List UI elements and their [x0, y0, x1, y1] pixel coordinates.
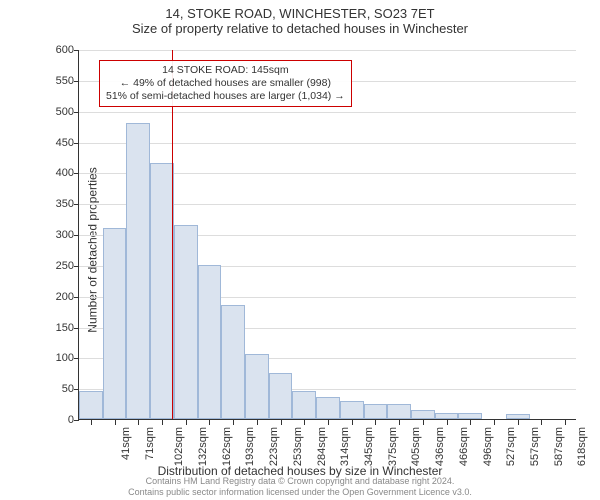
annotation-box: 14 STOKE ROAD: 145sqm← 49% of detached h… — [99, 60, 352, 107]
histogram-bar — [126, 123, 150, 419]
plot-area: 41sqm71sqm102sqm132sqm162sqm193sqm223sqm… — [78, 50, 576, 420]
histogram-bar — [245, 354, 269, 419]
y-tick-label: 200 — [4, 291, 74, 303]
x-tick-label: 345sqm — [363, 427, 375, 466]
y-tick-label: 250 — [4, 260, 74, 272]
gridline — [79, 50, 576, 51]
annotation-line3: 51% of semi-detached houses are larger (… — [106, 90, 345, 103]
y-tick-label: 150 — [4, 322, 74, 334]
y-tick-label: 600 — [4, 44, 74, 56]
histogram-bar — [198, 265, 222, 419]
y-tick-label: 100 — [4, 352, 74, 364]
x-tick-label: 618sqm — [577, 427, 589, 466]
histogram-bar — [174, 225, 198, 419]
attribution-line2: Contains public sector information licen… — [0, 487, 600, 498]
attribution: Contains HM Land Registry data © Crown c… — [0, 476, 600, 498]
x-tick-label: 223sqm — [268, 427, 280, 466]
x-tick-label: 527sqm — [505, 427, 517, 466]
histogram-bar — [292, 391, 316, 419]
annotation-line2: ← 49% of detached houses are smaller (99… — [106, 77, 345, 90]
title-block: 14, STOKE ROAD, WINCHESTER, SO23 7ET Siz… — [0, 6, 600, 36]
x-tick-label: 41sqm — [120, 427, 132, 460]
chart-title-subtitle: Size of property relative to detached ho… — [0, 21, 600, 36]
gridline — [79, 112, 576, 113]
y-tick-label: 50 — [4, 383, 74, 395]
x-tick-label: 193sqm — [245, 427, 257, 466]
x-tick-label: 375sqm — [387, 427, 399, 466]
histogram-bar — [387, 404, 411, 419]
y-tick-label: 300 — [4, 229, 74, 241]
gridline — [79, 143, 576, 144]
x-tick-label: 496sqm — [482, 427, 494, 466]
x-tick-label: 314sqm — [339, 427, 351, 466]
x-tick-label: 102sqm — [173, 427, 185, 466]
histogram-bar — [506, 414, 530, 419]
histogram-bar — [340, 401, 364, 420]
histogram-bar — [411, 410, 435, 419]
y-tick-label: 350 — [4, 198, 74, 210]
histogram-bar — [364, 404, 388, 419]
attribution-line1: Contains HM Land Registry data © Crown c… — [0, 476, 600, 487]
histogram-bar — [221, 305, 245, 419]
histogram-bar — [435, 413, 459, 419]
y-tick-label: 450 — [4, 137, 74, 149]
chart-title-address: 14, STOKE ROAD, WINCHESTER, SO23 7ET — [0, 6, 600, 21]
y-ticks: 050100150200250300350400450500550600 — [0, 50, 78, 420]
x-tick-label: 436sqm — [434, 427, 446, 466]
histogram-bar — [150, 163, 174, 419]
x-tick-label: 284sqm — [316, 427, 328, 466]
x-tick-label: 71sqm — [144, 427, 156, 460]
histogram-bar — [79, 391, 103, 419]
y-tick-label: 0 — [4, 414, 74, 426]
x-tick-label: 253sqm — [292, 427, 304, 466]
y-tick-label: 400 — [4, 167, 74, 179]
annotation-line1: 14 STOKE ROAD: 145sqm — [106, 64, 345, 77]
histogram-bar — [269, 373, 293, 419]
histogram-bar — [458, 413, 482, 419]
y-tick-label: 500 — [4, 106, 74, 118]
x-tick-label: 587sqm — [553, 427, 565, 466]
x-tick-label: 132sqm — [197, 427, 209, 466]
x-tick-label: 405sqm — [411, 427, 423, 466]
histogram-bar — [316, 397, 340, 419]
x-tick-label: 557sqm — [529, 427, 541, 466]
x-tick-label: 466sqm — [458, 427, 470, 466]
histogram-bar — [103, 228, 127, 419]
chart-container: 14, STOKE ROAD, WINCHESTER, SO23 7ET Siz… — [0, 0, 600, 500]
y-tick-label: 550 — [4, 75, 74, 87]
x-tick-label: 162sqm — [221, 427, 233, 466]
